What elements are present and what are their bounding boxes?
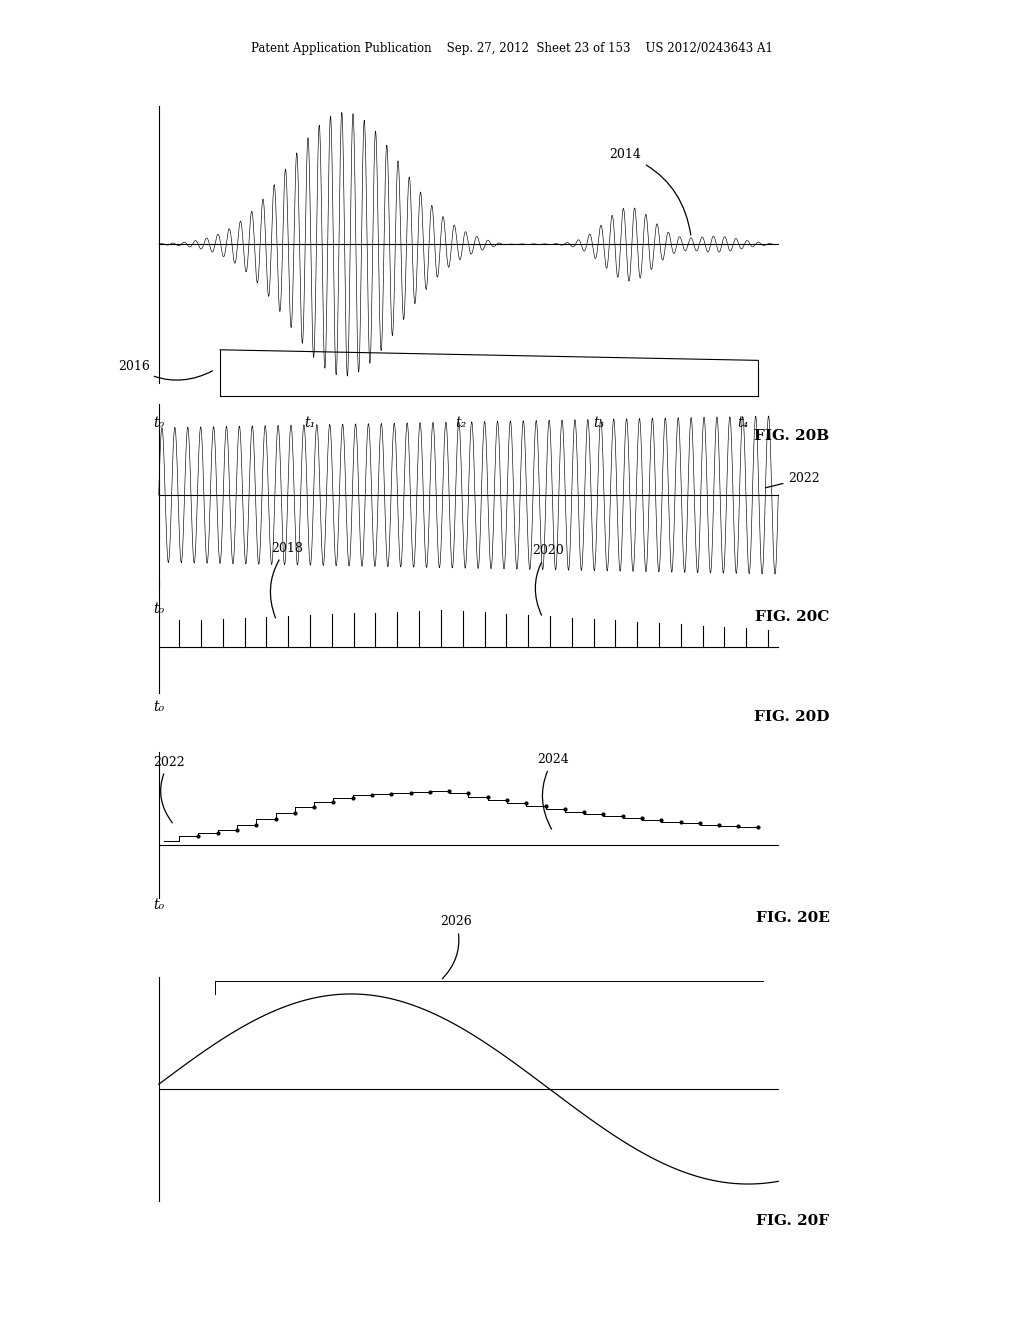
Text: t₀: t₀ <box>154 602 164 616</box>
Text: t₂: t₂ <box>456 416 466 430</box>
Text: FIG. 20E: FIG. 20E <box>756 911 829 925</box>
Text: 2022: 2022 <box>766 471 820 488</box>
Text: t₃: t₃ <box>594 416 604 430</box>
Text: t₀: t₀ <box>154 700 164 714</box>
Text: 2014: 2014 <box>609 148 691 235</box>
Text: 2022: 2022 <box>154 755 185 822</box>
Text: t₄: t₄ <box>737 416 748 430</box>
Text: 2024: 2024 <box>538 752 569 829</box>
Text: FIG. 20F: FIG. 20F <box>757 1214 829 1229</box>
Text: t₁: t₁ <box>305 416 315 430</box>
Text: Patent Application Publication    Sep. 27, 2012  Sheet 23 of 153    US 2012/0243: Patent Application Publication Sep. 27, … <box>251 42 773 55</box>
Text: 2026: 2026 <box>440 915 472 979</box>
Text: FIG. 20D: FIG. 20D <box>754 710 829 725</box>
Text: 2018: 2018 <box>270 541 303 618</box>
Text: FIG. 20C: FIG. 20C <box>755 610 829 624</box>
Text: 2016: 2016 <box>118 359 213 380</box>
Text: 2020: 2020 <box>532 544 564 615</box>
Text: t₀: t₀ <box>154 898 164 912</box>
Text: t₀: t₀ <box>154 416 164 430</box>
Text: FIG. 20B: FIG. 20B <box>755 429 829 444</box>
